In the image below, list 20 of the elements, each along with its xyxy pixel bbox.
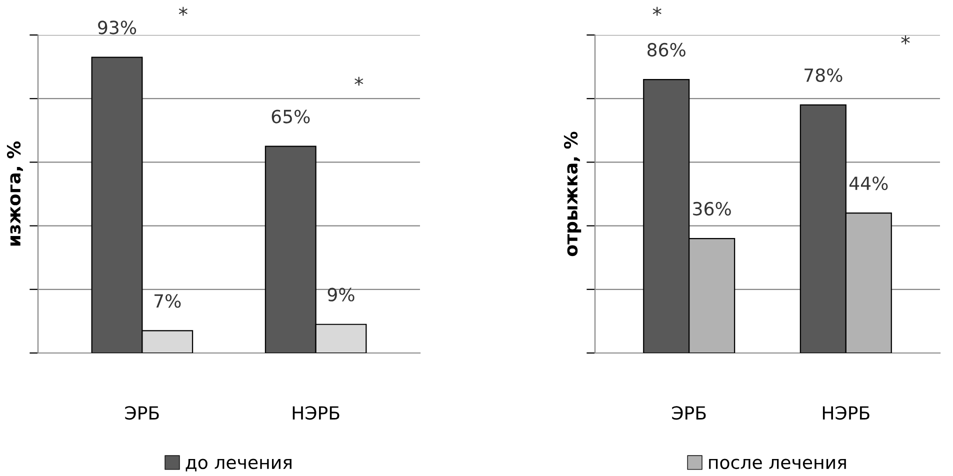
- data-label: 36%: [693, 202, 731, 216]
- x-tick-label: ЭРБ: [672, 406, 706, 420]
- data-label: 44%: [849, 176, 888, 190]
- text: *: [652, 6, 662, 16]
- legend-label: до лечения: [186, 458, 292, 472]
- data-label: 7%: [154, 294, 181, 308]
- y-axis-title: отрыжка, %: [564, 132, 582, 256]
- data-label: 65%: [272, 110, 310, 124]
- data-label: 93%: [98, 20, 136, 34]
- text: *: [178, 6, 188, 16]
- x-tick-label: НЭРБ: [292, 406, 340, 420]
- x-tick-label: ЭРБ: [125, 406, 159, 420]
- data-label: 9%: [328, 288, 354, 302]
- legend-label: после лечения: [709, 458, 846, 470]
- annotation: *: [901, 35, 910, 44]
- data-label: 86%: [648, 42, 686, 57]
- y-axis-title: изжога, %: [6, 141, 23, 246]
- annotation: *: [354, 76, 364, 86]
- x-tick-label: НЭРБ: [822, 406, 870, 420]
- data-label: 78%: [804, 68, 842, 82]
